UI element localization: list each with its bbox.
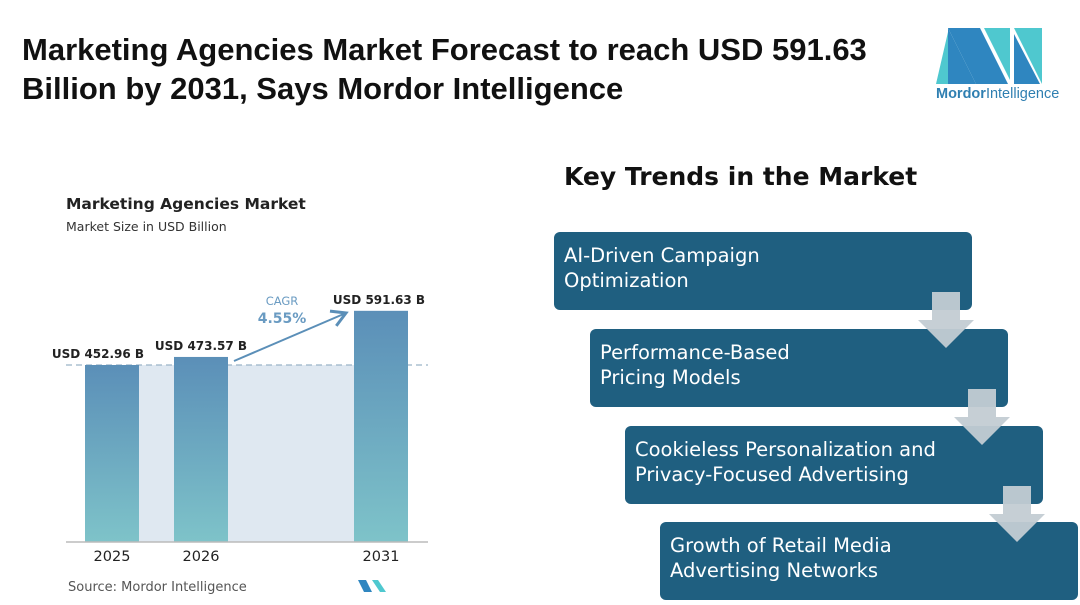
bar-2031 xyxy=(354,310,408,542)
data-label-2026: USD 473.57 B xyxy=(155,339,247,353)
trend-box: Growth of Retail Media Advertising Netwo… xyxy=(660,522,1078,600)
logo-text: MordorIntelligence xyxy=(936,86,1060,102)
source-logo-icon xyxy=(358,580,372,592)
down-arrow-icon xyxy=(918,292,974,348)
trend-box: Performance-Based Pricing Models xyxy=(590,329,1008,407)
bar-2025 xyxy=(85,365,139,542)
mordor-logo-icon xyxy=(936,28,1042,84)
source-logo-icon xyxy=(372,580,386,592)
trends-heading: Key Trends in the Market xyxy=(564,162,918,191)
trend-label: Growth of Retail Media Advertising Netwo… xyxy=(670,534,892,582)
data-label-2031: USD 591.63 B xyxy=(333,293,425,307)
x-tick-2031: 2031 xyxy=(363,549,400,565)
chart-subtitle: Market Size in USD Billion xyxy=(66,219,227,234)
trend-label: AI-Driven Campaign Optimization xyxy=(564,244,760,292)
x-tick-2026: 2026 xyxy=(183,549,220,565)
trend-label: Performance-Based Pricing Models xyxy=(600,341,790,389)
cagr-value: 4.55% xyxy=(258,311,307,327)
chart-title: Marketing Agencies Market xyxy=(66,195,306,213)
down-arrow-icon xyxy=(989,486,1045,542)
cagr-label: CAGR xyxy=(266,294,299,308)
data-label-2025: USD 452.96 B xyxy=(52,347,144,361)
trend-box: AI-Driven Campaign Optimization xyxy=(554,232,972,310)
trend-box: Cookieless Personalization and Privacy-F… xyxy=(625,426,1043,504)
bar-chart: USD 452.96 B 2025 USD 473.57 B 2026 USD 591.… xyxy=(52,293,428,592)
cagr-arrow xyxy=(233,309,349,362)
down-arrow-icon xyxy=(954,389,1010,445)
x-tick-2025: 2025 xyxy=(94,549,131,565)
bar-2026 xyxy=(174,356,228,542)
trend-label: Cookieless Personalization and Privacy-F… xyxy=(635,438,936,486)
chart-source: Source: Mordor Intelligence xyxy=(68,580,247,595)
page-title: Marketing Agencies Market Forecast to re… xyxy=(22,32,867,106)
